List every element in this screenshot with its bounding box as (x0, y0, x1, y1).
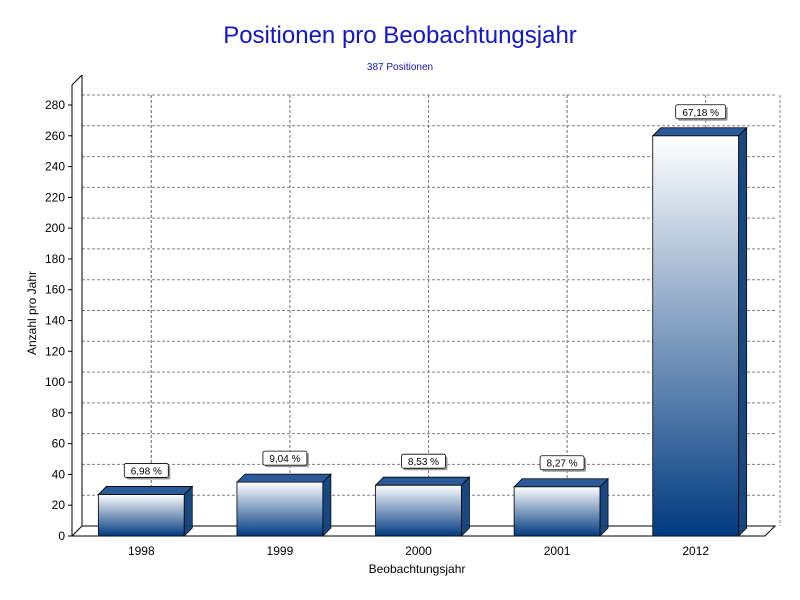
data-label: 6,98 % (131, 466, 162, 477)
bar (235, 473, 332, 537)
data-label-box (539, 455, 585, 471)
y-tick-label: 220 (45, 190, 65, 204)
bar-side (322, 473, 332, 537)
data-label-box (675, 104, 727, 120)
y-tick-label: 140 (45, 314, 65, 328)
y-tick-label: 80 (52, 406, 66, 420)
y-tick-label: 180 (45, 252, 65, 266)
data-label: 8,27 % (547, 459, 578, 470)
bar-front (97, 494, 185, 537)
y-tick-label: 160 (45, 283, 65, 297)
data-label: 9,04 % (269, 454, 300, 465)
data-labels: 6,98 % 9,04 % 8,53 % 8,27 % 67,18 % (123, 104, 728, 480)
bar (97, 485, 194, 537)
bar-side (738, 126, 748, 537)
bar (513, 477, 610, 537)
bars (97, 126, 748, 537)
y-axis-title: Anzahl pro Jahr (25, 271, 39, 355)
data-label: 67,18 % (682, 108, 719, 119)
x-tick-label: 1998 (128, 544, 155, 558)
y-tick-label: 200 (45, 221, 65, 235)
bar-top (374, 476, 471, 486)
x-tick-label: 2001 (544, 544, 571, 558)
y-tick-label: 0 (58, 529, 65, 543)
tick-labels: 0 20 40 60 80 100 120 140 160 180 200 220 240 260 280 1… (45, 98, 709, 558)
bar-top (97, 486, 194, 495)
y-tick-label: 100 (45, 375, 65, 389)
bar-front (513, 486, 601, 537)
bar-side (599, 477, 609, 537)
y-tick-label: 60 (52, 437, 66, 451)
y-tick-label: 260 (45, 129, 65, 143)
bar-top (235, 473, 332, 483)
bar-side (183, 485, 193, 537)
y-tick-label: 120 (45, 344, 65, 358)
bar-front (375, 484, 462, 537)
bar (374, 476, 471, 537)
y-tick-label: 280 (45, 98, 65, 112)
data-label: 8,53 % (408, 457, 439, 468)
y-axis-depth (71, 74, 83, 86)
y-tick-label: 20 (52, 498, 66, 512)
x-tick-label: 2012 (682, 544, 709, 558)
bar-front (652, 135, 740, 537)
bar-top (513, 478, 610, 488)
data-label-box (262, 450, 308, 466)
bar-front (236, 481, 324, 537)
data-label-box (123, 463, 169, 478)
bar (651, 126, 748, 537)
x-axis-title: Beobachtungsjahr (369, 562, 466, 576)
y-tick-label: 240 (45, 160, 65, 174)
x-tick-label: 1999 (267, 544, 294, 558)
chart-subtitle: 387 Positionen (366, 62, 434, 73)
chart-title: Positionen pro Beobachtungsjahr (223, 22, 577, 49)
data-label-box (401, 453, 446, 469)
bar-top (651, 127, 748, 137)
y-tick-label: 40 (52, 467, 66, 481)
x-tick-label: 2000 (405, 544, 432, 558)
bar-side (461, 476, 470, 537)
